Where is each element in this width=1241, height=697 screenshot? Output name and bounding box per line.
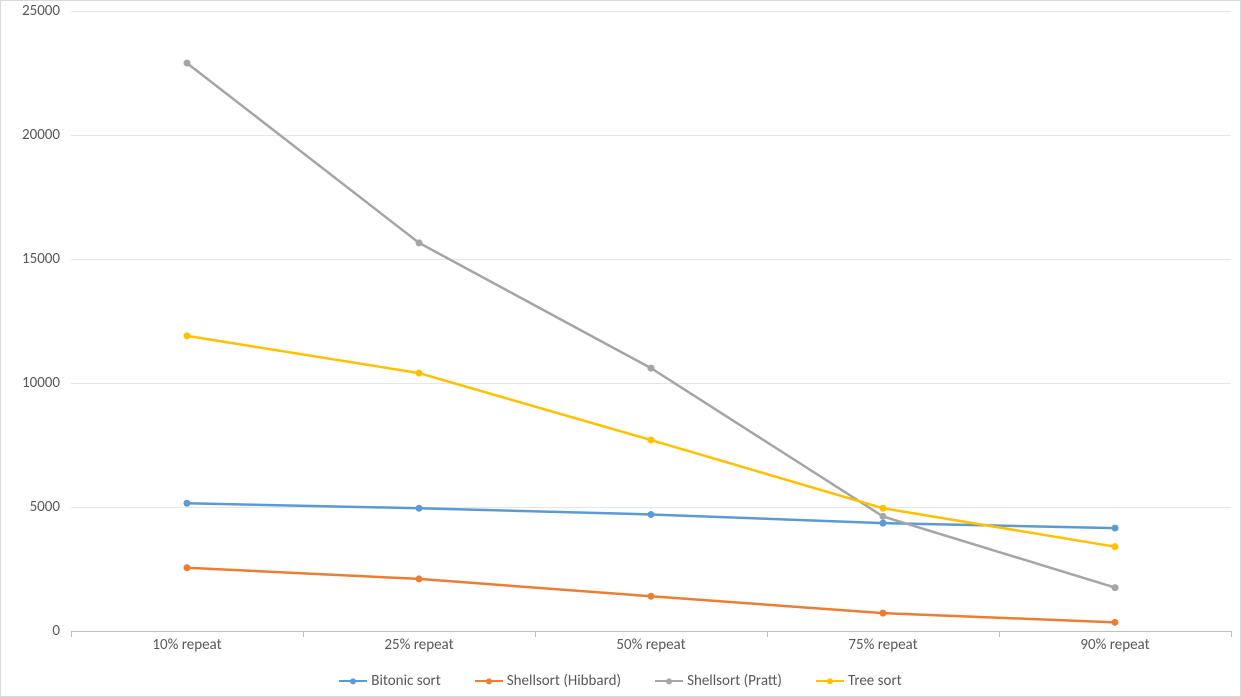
x-tick-label: 50% repeat xyxy=(616,636,685,654)
series-marker xyxy=(1112,543,1119,550)
y-tick-label: 5000 xyxy=(5,498,60,516)
series-marker xyxy=(648,437,655,444)
y-tick-label: 25000 xyxy=(5,2,60,20)
legend-item: Tree sort xyxy=(816,672,902,690)
series-line xyxy=(187,63,1115,588)
y-tick-label: 0 xyxy=(5,622,60,640)
x-tick-label: 75% repeat xyxy=(848,636,917,654)
y-tick-label: 15000 xyxy=(5,250,60,268)
x-tick-mark xyxy=(999,631,1000,637)
legend-item: Bitonic sort xyxy=(339,672,440,690)
series-marker xyxy=(880,610,887,617)
series-marker xyxy=(1112,525,1119,532)
legend-item: Shellsort (Pratt) xyxy=(655,672,782,690)
x-tick-label: 25% repeat xyxy=(384,636,453,654)
x-tick-mark xyxy=(1231,631,1232,637)
legend-label: Tree sort xyxy=(848,672,902,690)
legend-swatch xyxy=(475,680,503,682)
series-marker xyxy=(648,365,655,372)
legend-label: Shellsort (Hibbard) xyxy=(507,672,621,690)
legend-label: Bitonic sort xyxy=(371,672,440,690)
x-axis-line xyxy=(71,631,1231,632)
legend-swatch xyxy=(339,680,367,682)
series-marker xyxy=(416,239,423,246)
x-tick-mark xyxy=(535,631,536,637)
series-marker xyxy=(184,332,191,339)
series-marker xyxy=(880,505,887,512)
series-marker xyxy=(1112,584,1119,591)
series-marker xyxy=(416,575,423,582)
series-marker xyxy=(648,593,655,600)
line-chart: 0 5000 10000 15000 20000 25000 10% repea… xyxy=(0,0,1241,697)
series-marker xyxy=(880,513,887,520)
legend-swatch xyxy=(816,680,844,682)
series-marker xyxy=(1112,619,1119,626)
legend-swatch xyxy=(655,680,683,682)
y-tick-label: 20000 xyxy=(5,126,60,144)
x-tick-label: 90% repeat xyxy=(1080,636,1149,654)
plot-area xyxy=(71,11,1231,631)
legend-label: Shellsort (Pratt) xyxy=(687,672,782,690)
legend-item: Shellsort (Hibbard) xyxy=(475,672,621,690)
y-tick-label: 10000 xyxy=(5,374,60,392)
x-tick-mark xyxy=(71,631,72,637)
series-marker xyxy=(184,60,191,67)
x-tick-mark xyxy=(303,631,304,637)
legend: Bitonic sort Shellsort (Hibbard) Shellsort… xyxy=(1,672,1240,690)
chart-series xyxy=(71,11,1231,631)
series-marker xyxy=(416,505,423,512)
series-marker xyxy=(184,564,191,571)
series-marker xyxy=(416,370,423,377)
x-tick-label: 10% repeat xyxy=(152,636,221,654)
series-marker xyxy=(648,511,655,518)
x-tick-mark xyxy=(767,631,768,637)
series-marker xyxy=(184,500,191,507)
series-marker xyxy=(880,520,887,527)
